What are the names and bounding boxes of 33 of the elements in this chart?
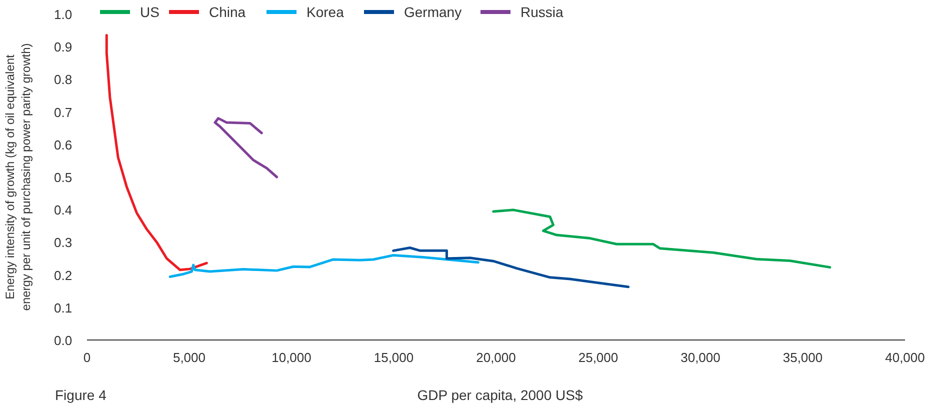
- x-tick-label: 30,000: [680, 350, 720, 365]
- x-tick-label: 40,000: [885, 350, 925, 365]
- legend-label: Germany: [404, 4, 462, 20]
- x-axis-title: GDP per capita, 2000 US$: [417, 387, 583, 403]
- x-tick-label: 5,000: [172, 350, 206, 365]
- caption: Figure 4: [55, 387, 107, 403]
- x-tick-label: 25,000: [578, 350, 618, 365]
- x-tick-label: 35,000: [782, 350, 823, 365]
- x-tick-label: 20,000: [476, 350, 516, 365]
- y-tick-label: 0.0: [54, 333, 72, 348]
- x-tick-label: 10,000: [272, 350, 312, 365]
- x-tick-label: 0: [83, 350, 91, 365]
- y-tick-label: 0.6: [54, 137, 72, 152]
- y-tick-label: 0.5: [54, 170, 72, 185]
- legend-label: US: [140, 4, 160, 20]
- line-series: [105, 34, 208, 272]
- line-series: [492, 208, 832, 269]
- y-axis-title: Energy intensity of growth (kg of oil equivalent energy per unit of purchasing power parity growth): [3, 43, 33, 311]
- y-tick-label: 0.4: [54, 202, 72, 218]
- line-series: [168, 254, 480, 278]
- x-tick-label: 15,000: [374, 350, 414, 365]
- y-tick-label: 0.8: [54, 72, 72, 88]
- legend-label: Korea: [306, 4, 344, 20]
- y-tick-label: 0.9: [54, 40, 72, 55]
- y-tick-label: 0.7: [54, 104, 72, 120]
- y-tick-label: 0.3: [54, 235, 72, 250]
- y-tick-label: 0.1: [54, 300, 72, 316]
- line-series: [392, 246, 630, 288]
- legend-label: Russia: [520, 4, 564, 20]
- line-series: [214, 117, 278, 178]
- y-tick-label: 0.2: [54, 268, 72, 283]
- y-tick-label: 1.0: [54, 7, 72, 22]
- legend-label: China: [209, 4, 246, 20]
